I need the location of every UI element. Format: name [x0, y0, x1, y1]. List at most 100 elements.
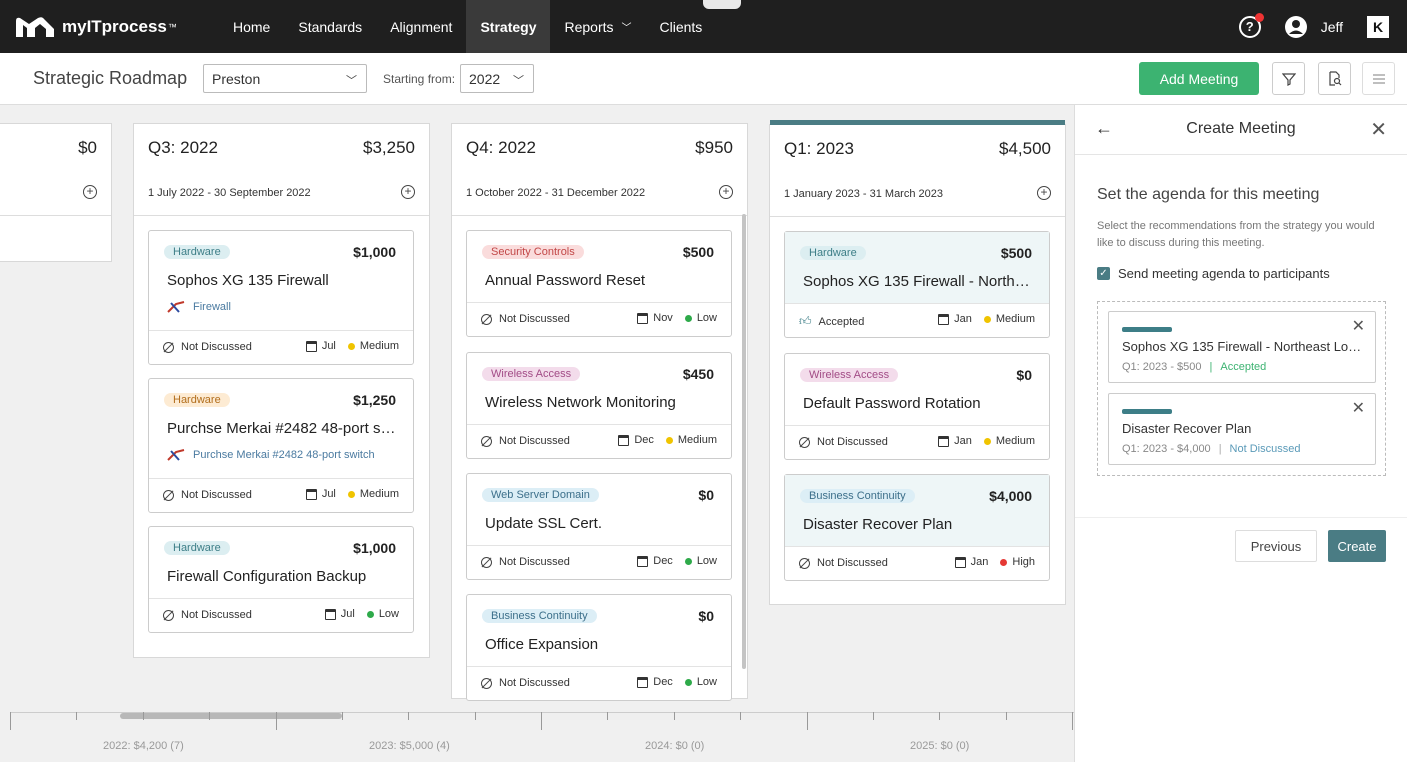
add-circle-icon[interactable]: +: [401, 185, 415, 199]
app-logo[interactable]: myITprocess ™: [14, 15, 219, 39]
recommendation-card[interactable]: Hardware $1,000 Firewall Configuration B…: [148, 526, 414, 633]
card-status: Not Discussed: [817, 557, 888, 569]
preview-button[interactable]: [1318, 62, 1351, 95]
calendar-icon: [637, 555, 649, 567]
not-discussed-icon: [163, 489, 174, 501]
collapse-tab[interactable]: [703, 0, 741, 9]
recommendation-card[interactable]: Web Server Domain $0 Update SSL Cert. No…: [466, 473, 732, 580]
agenda-item-color-bar: [1122, 327, 1172, 332]
column-title: Q4: 2022: [466, 138, 536, 157]
remove-icon[interactable]: ✕: [1351, 318, 1365, 335]
priority-medium-icon: [983, 437, 991, 445]
timeline-tick: [674, 712, 675, 720]
add-circle-icon[interactable]: +: [719, 185, 733, 199]
divider: |: [1209, 361, 1213, 373]
nav-alignment-label: Alignment: [390, 18, 453, 35]
add-circle-icon[interactable]: +: [83, 185, 97, 199]
category-tag: Web Server Domain: [482, 488, 599, 502]
priority-medium-icon: [347, 490, 355, 498]
card-month: Jul: [321, 488, 336, 500]
column-date-range: 1 July 2022 - 30 September 2022: [148, 187, 311, 199]
close-icon[interactable]: ✕: [1370, 119, 1387, 141]
recommendation-card[interactable]: Business Continuity $0 Office Expansion …: [466, 594, 732, 701]
card-priority: Medium: [677, 434, 717, 446]
timeline-tick: [408, 712, 409, 720]
quarter-column-q1-2023: Q1: 2023 $4,500 1 January 2023 - 31 Marc…: [769, 120, 1066, 605]
card-priority: Low: [696, 676, 717, 688]
recommendation-card[interactable]: Security Controls $500 Annual Password R…: [466, 230, 732, 337]
user-name[interactable]: Jeff: [1320, 18, 1343, 35]
back-arrow-icon[interactable]: ←: [1095, 118, 1113, 138]
send-agenda-checkbox[interactable]: ✓: [1097, 267, 1110, 280]
card-priority: Medium: [995, 313, 1035, 325]
nav-alignment[interactable]: Alignment: [376, 0, 466, 53]
not-discussed-icon: [481, 435, 492, 447]
card-title: Sophos XG 135 Firewall - Northeast Locat…: [803, 273, 1035, 290]
page-title: Strategic Roadmap: [33, 68, 188, 88]
nav-reports-label: Reports: [564, 18, 614, 35]
column-total: $950: [695, 138, 733, 157]
timeline-tick: [740, 712, 741, 720]
client-select[interactable]: Preston ﹀: [203, 64, 367, 93]
recommendation-card[interactable]: Wireless Access $450 Wireless Network Mo…: [466, 352, 732, 459]
category-tag: Wireless Access: [482, 367, 581, 381]
nav-standards-label: Standards: [298, 18, 363, 35]
recommendation-card[interactable]: Hardware $1,000 Sophos XG 135 Firewall F…: [148, 230, 414, 365]
menu-button[interactable]: [1362, 62, 1395, 95]
year-select-value: 2022: [469, 70, 501, 87]
help-icon[interactable]: ?: [1238, 12, 1264, 38]
add-meeting-button[interactable]: Add Meeting: [1139, 62, 1259, 95]
divider: |: [1218, 443, 1222, 455]
card-price: $1,000: [353, 244, 396, 260]
recommendation-card-selected[interactable]: Business Continuity $4,000 Disaster Reco…: [784, 474, 1050, 581]
timeline-scroller[interactable]: 2022: $4,200 (7) 2023: $5,000 (4) 2024: …: [10, 712, 1074, 762]
hamburger-icon: [1372, 73, 1385, 84]
user-avatar-icon[interactable]: [1284, 15, 1307, 38]
column-title: Q1: 2023: [784, 139, 854, 158]
filter-button[interactable]: [1272, 62, 1305, 95]
nav-strategy[interactable]: Strategy: [466, 0, 551, 53]
category-tag: Security Controls: [482, 245, 584, 259]
card-title: Default Password Rotation: [803, 395, 981, 412]
card-title: Purchse Merkai #2482 48-port switch: [167, 420, 399, 437]
recommendation-card[interactable]: Hardware $1,250 Purchse Merkai #2482 48-…: [148, 378, 414, 513]
remove-icon[interactable]: ✕: [1351, 400, 1365, 417]
card-asset[interactable]: Firewall: [167, 301, 231, 313]
card-priority: High: [1012, 556, 1035, 568]
card-month: Jul: [340, 608, 355, 620]
agenda-item[interactable]: ✕ Sophos XG 135 Firewall - Northeast Loc…: [1108, 311, 1376, 383]
column-total: $0: [78, 138, 97, 157]
agenda-item[interactable]: ✕ Disaster Recover Plan Q1: 2023 - $4,00…: [1108, 393, 1376, 465]
app-name: myITprocess: [62, 16, 167, 36]
year-select[interactable]: 2022 ﹀: [460, 64, 534, 93]
timeline-tick: [1006, 712, 1007, 720]
kaseya-icon[interactable]: K: [1367, 15, 1389, 38]
calendar-icon: [618, 434, 630, 446]
document-search-icon: [1328, 71, 1341, 86]
timeline-scroll-thumb[interactable]: [120, 713, 342, 719]
not-discussed-icon: [481, 556, 492, 568]
card-status: Not Discussed: [181, 341, 252, 353]
nav-home[interactable]: Home: [219, 0, 284, 53]
calendar-icon: [305, 488, 317, 500]
panel-header: ← Create Meeting ✕: [1075, 105, 1407, 155]
column-total: $3,250: [363, 138, 415, 157]
column-scrollbar[interactable]: [742, 214, 746, 669]
agenda-dropzone[interactable]: ✕ Sophos XG 135 Firewall - Northeast Loc…: [1097, 301, 1386, 476]
card-asset[interactable]: Purchse Merkai #2482 48-port switch: [167, 449, 375, 461]
create-button[interactable]: Create: [1328, 530, 1386, 562]
logo-icon: [16, 16, 54, 37]
card-price: $0: [1016, 367, 1032, 383]
nav-standards[interactable]: Standards: [284, 0, 376, 53]
card-title: Sophos XG 135 Firewall: [167, 272, 329, 289]
nav-clients[interactable]: Clients: [646, 0, 717, 53]
previous-button[interactable]: Previous: [1235, 530, 1317, 562]
send-agenda-option[interactable]: ✓ Send meeting agenda to participants: [1097, 266, 1330, 281]
add-circle-icon[interactable]: +: [1037, 186, 1051, 200]
toolbar: Strategic Roadmap Preston ﹀ Starting fro…: [0, 53, 1407, 105]
nav-reports[interactable]: Reports ﹀: [550, 0, 645, 53]
recommendation-card[interactable]: Wireless Access $0 Default Password Rota…: [784, 353, 1050, 460]
not-discussed-icon: [481, 677, 492, 689]
recommendation-card-selected[interactable]: Hardware $500 Sophos XG 135 Firewall - N…: [784, 231, 1050, 338]
priority-low-icon: [366, 610, 374, 618]
